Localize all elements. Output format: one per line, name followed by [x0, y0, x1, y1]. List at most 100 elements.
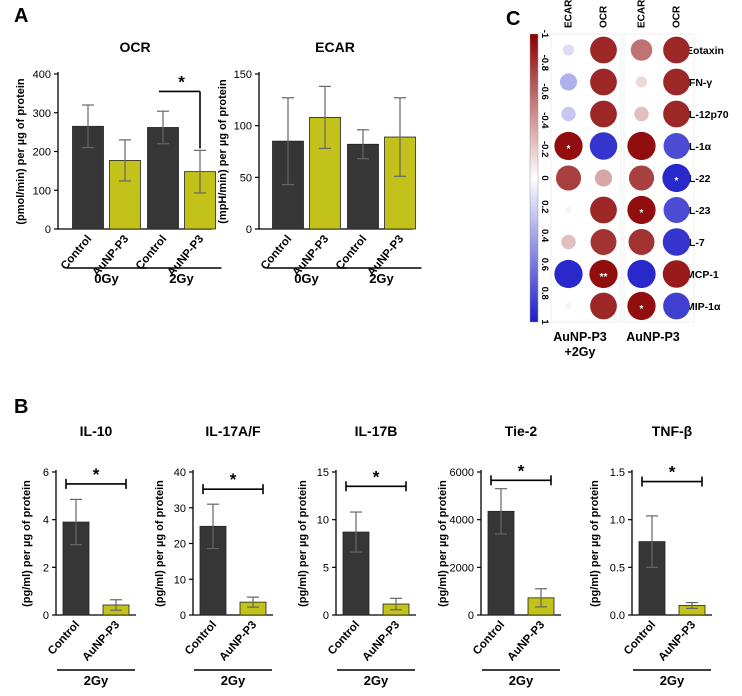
panel-letter-b: B — [14, 396, 28, 418]
y-tick-label: 20 — [174, 539, 186, 551]
chart-title: OCR — [119, 39, 150, 55]
chart-tie2: Tie-2 (pg/ml) per µg of protein 0 2000 4000 6… — [437, 423, 561, 688]
colorbar-tick-label: -0.4 — [539, 112, 550, 129]
heatmap-circle — [559, 73, 578, 91]
y-tick-label: 200 — [33, 147, 51, 159]
heatmap-circle — [627, 291, 656, 321]
correlation-heatmap: Eotaxin IFN-γ IL-12p70 IL-1α IL-22 IL-23 IL-7 M… — [529, 0, 729, 359]
y-tick-label: 0 — [43, 610, 49, 622]
y-axis-label: (pg/ml) per µg of protein — [437, 480, 449, 607]
y-tick-label: 50 — [240, 172, 252, 184]
row-label: IL-22 — [686, 173, 711, 185]
y-tick-label: 10 — [317, 515, 329, 527]
y-tick-label: 0 — [45, 224, 51, 236]
heatmap-circle — [565, 302, 572, 310]
group-label: 2Gy — [169, 271, 194, 286]
row-label: Eotaxin — [686, 45, 724, 57]
y-axis-label: (pg/ml) per µg of protein — [154, 480, 166, 607]
column-group-label: +2Gy — [565, 345, 596, 359]
y-tick-label: 6000 — [450, 467, 474, 479]
row-label: MIP-1α — [686, 301, 721, 313]
y-tick-label: 300 — [33, 108, 51, 120]
heatmap-circle — [554, 131, 583, 161]
chart-title: Tie-2 — [505, 423, 538, 439]
y-tick-label: 10 — [174, 574, 186, 586]
x-tick-label: Control — [259, 233, 294, 272]
y-tick-label: 1.5 — [610, 467, 625, 479]
column-label: OCR — [672, 5, 683, 28]
y-tick-label: 4000 — [450, 515, 474, 527]
heatmap-circle — [590, 36, 617, 64]
chart-title: IL-10 — [80, 423, 113, 439]
y-tick-label: 1.0 — [610, 515, 625, 527]
column-group-label: AuNP-P3 — [626, 330, 680, 344]
significance-star: * — [373, 467, 380, 486]
heatmap-circle — [663, 292, 690, 320]
chart-title: IL-17A/F — [205, 423, 261, 439]
chart-title: TNF-β — [652, 423, 693, 439]
heatmap-circle — [663, 197, 690, 223]
heatmap-circle — [589, 259, 618, 289]
heatmap-circle — [628, 229, 655, 255]
heatmap-circle — [561, 106, 576, 122]
chart-ocr: OCR (pmol/min) per µg of protein 0 100 200 30… — [15, 39, 222, 286]
colorbar-tick-label: -0.8 — [539, 55, 550, 71]
colorbar-tick-label: -1 — [539, 30, 550, 39]
chart-il17af: IL-17A/F (pg/ml) per µg of protein 0 10 20 30… — [154, 423, 273, 688]
group-label: 0Gy — [94, 271, 119, 286]
group-label: 2Gy — [369, 271, 394, 286]
heatmap-circle — [590, 292, 617, 320]
y-tick-label: 6 — [43, 467, 49, 479]
chart-tnfb: TNF-β (pg/ml) per µg of protein 0.0 0.5 1.0 1… — [589, 423, 712, 688]
chart-ecar: ECAR (mpH/min) per µg of protein 0 50 100 150… — [217, 39, 422, 286]
x-tick-label: Control — [334, 233, 369, 272]
chart-title: ECAR — [315, 39, 355, 55]
significance-star: * — [230, 470, 237, 489]
group-label: 2Gy — [221, 673, 246, 688]
row-label: IL-1α — [686, 141, 712, 153]
y-axis-label: (pmol/min) per µg of protein — [15, 78, 27, 225]
heatmap-circle — [662, 260, 691, 288]
heatmap-circle — [594, 169, 613, 187]
x-tick-label: AuNP-P3 — [80, 619, 122, 664]
y-tick-label: 0.5 — [610, 562, 625, 574]
colorbar-tick-label: -0.2 — [539, 141, 550, 157]
row-label: IL-23 — [686, 205, 711, 217]
heatmap-circle — [630, 39, 653, 61]
colorbar-tick-label: 0.4 — [539, 229, 550, 243]
x-tick-label: Control — [59, 233, 94, 272]
y-axis-label: (mpH/min) per µg of protein — [217, 79, 229, 224]
significance-marker: ** — [600, 272, 608, 283]
y-tick-label: 0 — [246, 224, 252, 236]
panel-letter-a: A — [14, 5, 28, 27]
column-label: ECAR — [564, 0, 575, 28]
y-axis-label: (pg/ml) per µg of protein — [589, 480, 601, 607]
y-tick-label: 5 — [323, 562, 329, 574]
heatmap-circle — [589, 132, 618, 160]
heatmap-circle — [663, 133, 690, 159]
x-tick-label: AuNP-P3 — [360, 619, 402, 664]
column-label: OCR — [599, 5, 610, 28]
significance-marker: * — [640, 208, 644, 219]
heatmap-circle — [554, 259, 583, 289]
group-label: 2Gy — [364, 673, 389, 688]
heatmap-circle — [590, 68, 617, 96]
panel-letter-c: C — [506, 8, 520, 30]
group-label: 2Gy — [509, 673, 534, 688]
heatmap-circle — [555, 165, 582, 191]
heatmap-circle — [627, 195, 656, 225]
y-tick-label: 0 — [180, 610, 186, 622]
y-tick-label: 150 — [234, 69, 252, 81]
row-label: IL-12p70 — [686, 109, 729, 121]
significance-marker: * — [675, 176, 679, 187]
row-label: MCP-1 — [686, 269, 719, 281]
heatmap-circle — [561, 234, 576, 250]
heatmap-circle — [628, 165, 655, 191]
heatmap-circle — [662, 228, 691, 256]
colorbar — [529, 33, 539, 323]
heatmap-circle — [627, 259, 656, 289]
heatmap-circle — [634, 106, 649, 122]
group-label: 2Gy — [660, 673, 685, 688]
y-tick-label: 0.0 — [610, 610, 625, 622]
